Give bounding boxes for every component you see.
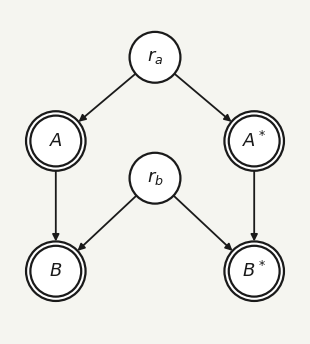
Text: $B$: $B$ — [49, 262, 62, 280]
Circle shape — [229, 116, 280, 166]
Circle shape — [26, 111, 86, 171]
Circle shape — [224, 241, 284, 301]
Text: $r_b$: $r_b$ — [147, 169, 163, 187]
Circle shape — [130, 32, 180, 83]
Circle shape — [26, 241, 86, 301]
Text: $A^*$: $A^*$ — [242, 131, 267, 151]
Text: $r_a$: $r_a$ — [147, 48, 163, 66]
Circle shape — [30, 116, 81, 166]
Text: $A$: $A$ — [49, 132, 63, 150]
Circle shape — [229, 246, 280, 297]
Circle shape — [130, 153, 180, 204]
Circle shape — [30, 246, 81, 297]
Text: $B^*$: $B^*$ — [242, 261, 266, 281]
Circle shape — [224, 111, 284, 171]
